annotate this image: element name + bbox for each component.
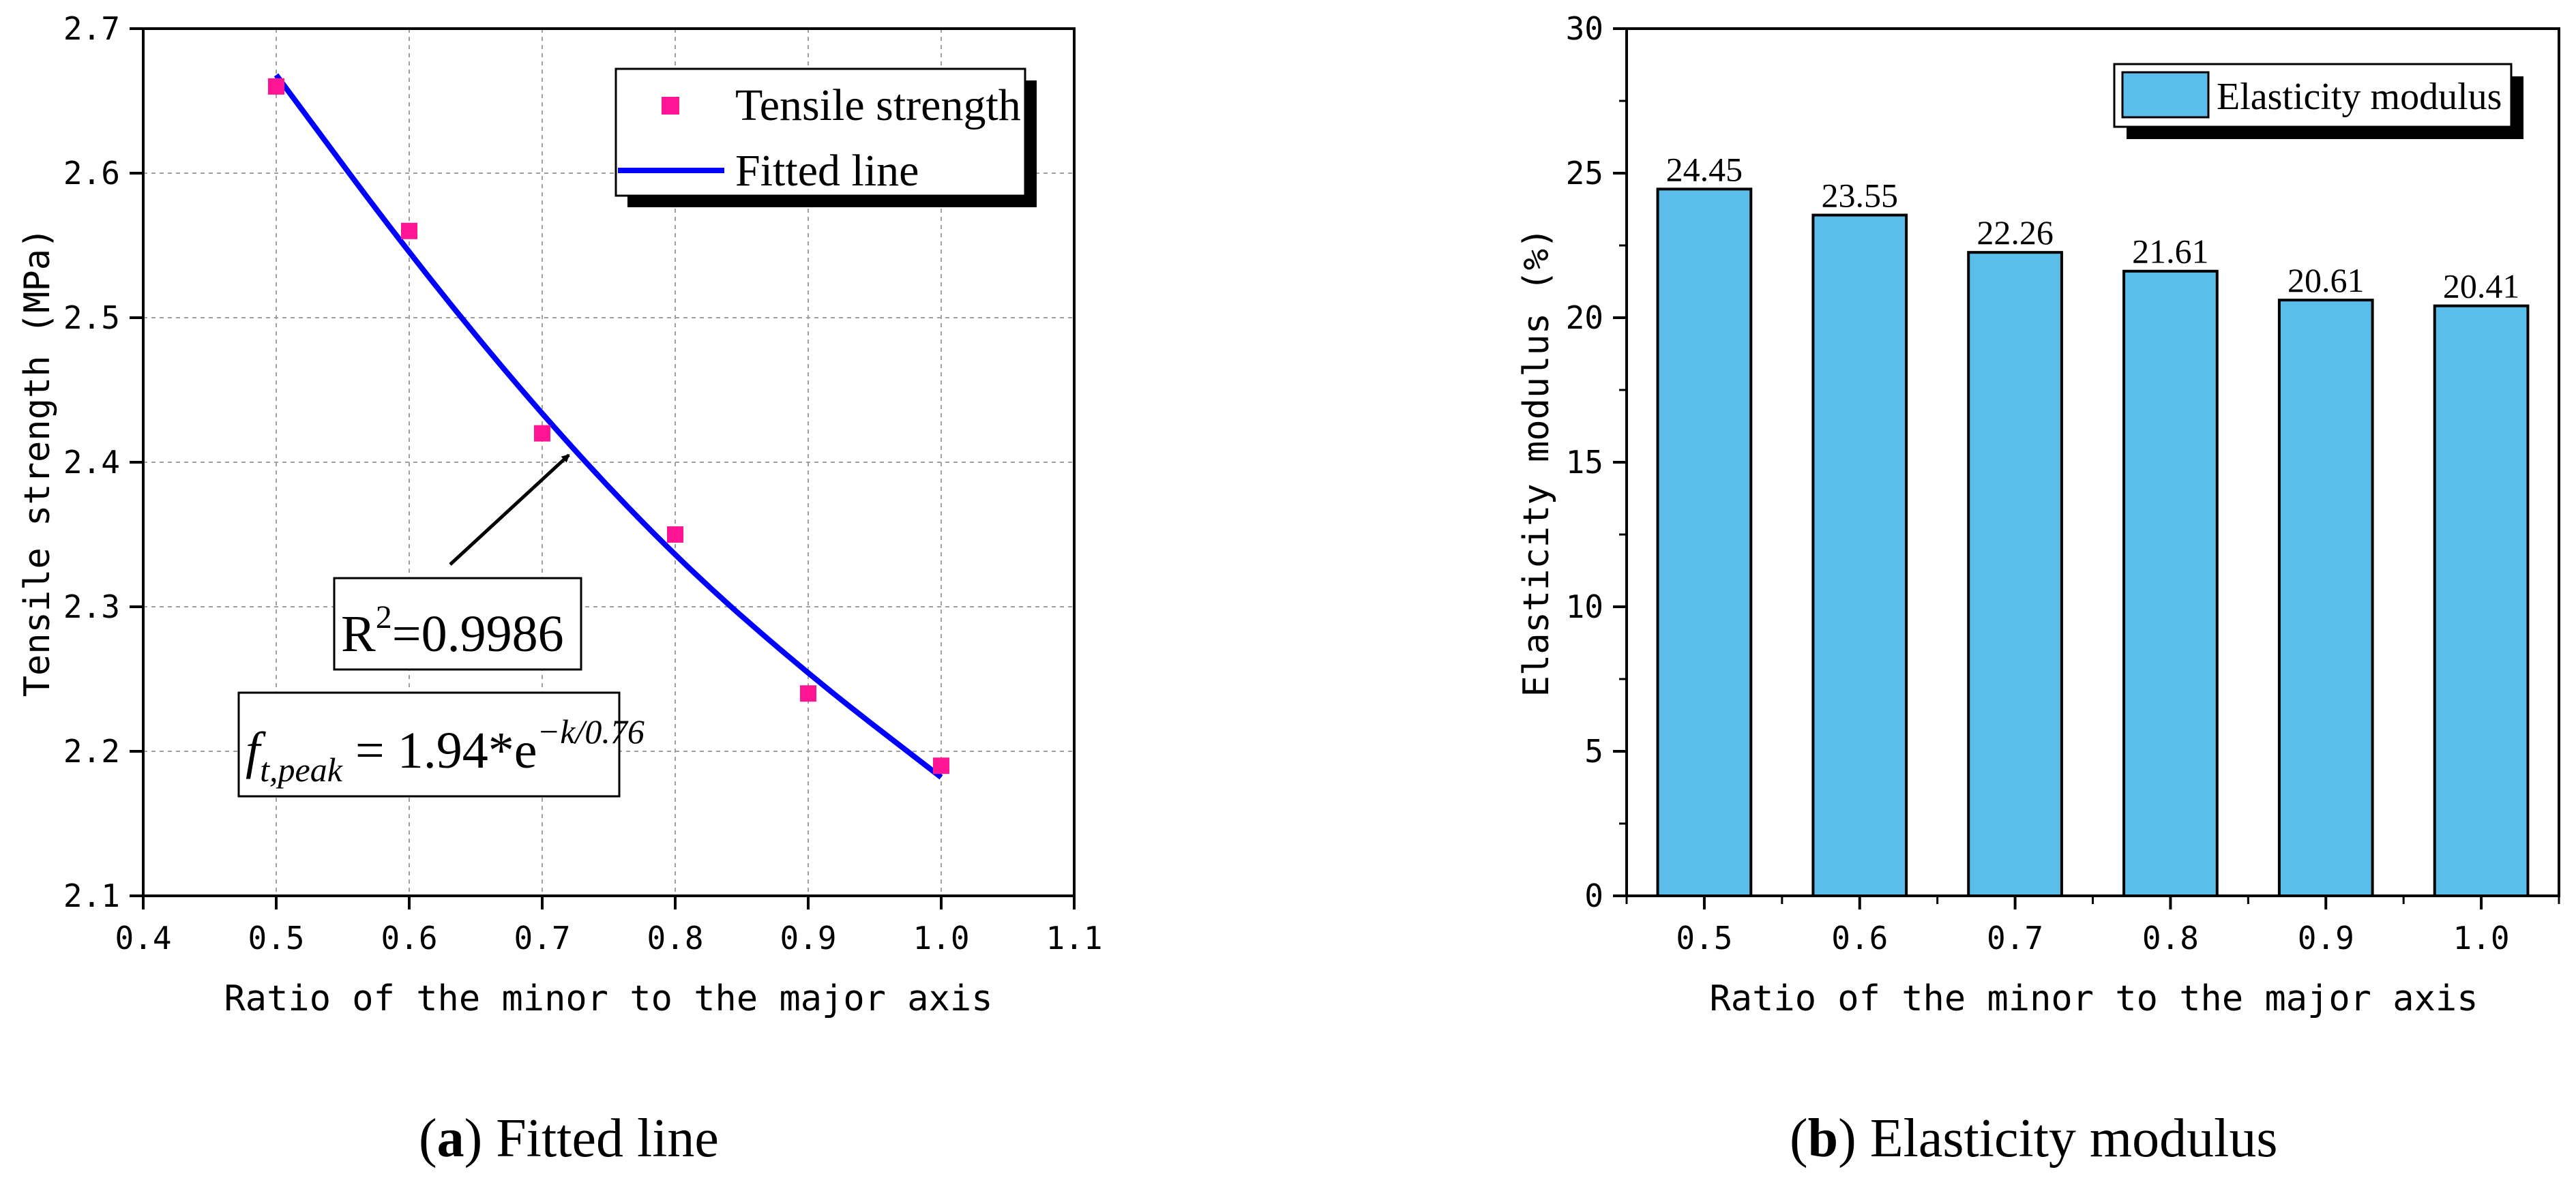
x-tick-label-a: 1.0 bbox=[913, 920, 969, 957]
bar-value-label: 24.45 bbox=[1666, 150, 1743, 188]
legend-a: Tensile strength Fitted line bbox=[615, 67, 1037, 207]
x-tick-label-b: 0.8 bbox=[2142, 920, 2199, 957]
x-tick-label-a: 0.5 bbox=[248, 920, 304, 957]
r-squared-frame bbox=[333, 577, 582, 671]
x-tick-label-b: 0.9 bbox=[2298, 920, 2354, 957]
x-tick-label-b: 0.7 bbox=[1987, 920, 2043, 957]
legend-a-box bbox=[615, 67, 1026, 197]
y-tick-label-a: 2.4 bbox=[63, 444, 120, 481]
elasticity-bar bbox=[1656, 187, 1753, 898]
x-tick-label-a: 1.1 bbox=[1046, 920, 1102, 957]
caption-b: (b) Elasticity modulus bbox=[1790, 1109, 2278, 1169]
y-axis-label-b: Elasticity modulus (%) bbox=[1516, 228, 1557, 697]
legend-marker-tensile bbox=[662, 97, 679, 115]
elasticity-bar bbox=[1811, 213, 1908, 898]
elasticity-bar bbox=[1967, 251, 2063, 897]
y-tick-label-b: 0 bbox=[1584, 877, 1603, 914]
tensile-point bbox=[800, 685, 816, 702]
elasticity-bar bbox=[2122, 269, 2219, 897]
equation-text: ft,peak = 1.94*e−k/0.76 bbox=[246, 712, 645, 789]
y-tick-label-a: 2.6 bbox=[63, 155, 120, 192]
x-tick-label-a: 0.7 bbox=[514, 920, 570, 957]
bar-value-label: 22.26 bbox=[1977, 213, 2054, 252]
caption-a: (a) Fitted line bbox=[419, 1109, 719, 1169]
tensile-strength-chart: 0.4 0.5 0.6 0.7 0.8 0.9 1.0 1.1 2.1 2.2 2.3 2.4 2.5 2… bbox=[17, 10, 1103, 1019]
x-axis-label-b: Ratio of the minor to the major axis bbox=[1709, 978, 2478, 1019]
bar-value-label: 23.55 bbox=[1822, 176, 1899, 214]
legend-label-tensile: Tensile strength bbox=[735, 80, 1021, 130]
bar-value-label: 20.61 bbox=[2288, 261, 2365, 299]
y-tick-label-b: 20 bbox=[1566, 299, 1603, 336]
x-tick-label-a: 0.4 bbox=[115, 920, 171, 957]
x-tick-label-b: 1.0 bbox=[2453, 920, 2510, 957]
bar-value-label: 21.61 bbox=[2132, 232, 2209, 271]
equation-frame bbox=[237, 691, 621, 798]
r-squared-text: R2=0.9986 bbox=[341, 599, 564, 663]
y-tick-label-a: 2.1 bbox=[63, 877, 120, 914]
ticks-b: 0.5 0.6 0.7 0.8 0.9 1.0 0 5 10 15 20 25 30 bbox=[1566, 10, 2560, 957]
x-axis-label-a: Ratio of the minor to the major axis bbox=[224, 978, 992, 1019]
x-tick-label-a: 0.8 bbox=[647, 920, 703, 957]
tensile-point bbox=[933, 757, 949, 774]
tensile-point bbox=[667, 526, 683, 543]
y-tick-label-b: 25 bbox=[1566, 155, 1603, 192]
y-tick-label-a: 2.7 bbox=[63, 10, 120, 47]
legend-label-elasticity: Elasticity modulus bbox=[2217, 76, 2502, 118]
bar-value-label: 20.41 bbox=[2443, 267, 2520, 305]
plot-frame-b bbox=[1625, 27, 2560, 897]
tensile-point bbox=[268, 78, 284, 95]
elasticity-bars: 24.45 23.55 22.26 21.61 20.61 20.41 bbox=[1656, 150, 2530, 898]
x-tick-label-a: 0.9 bbox=[780, 920, 836, 957]
y-axis-label-a: Tensile strength (MPa) bbox=[17, 228, 58, 697]
y-tick-label-a: 2.2 bbox=[63, 733, 120, 770]
elasticity-modulus-chart: 24.45 23.55 22.26 21.61 20.61 20.41 0.5 0.6 0.7… bbox=[1516, 10, 2560, 1019]
y-tick-label-b: 30 bbox=[1566, 10, 1603, 47]
legend-b: Elasticity modulus bbox=[2113, 63, 2523, 139]
equation-box: ft,peak = 1.94*e−k/0.76 bbox=[237, 691, 645, 798]
fitted-line bbox=[273, 73, 943, 780]
elasticity-bar bbox=[2277, 299, 2374, 897]
r-squared-box: R2=0.9986 bbox=[333, 577, 582, 671]
x-tick-label-a: 0.6 bbox=[381, 920, 437, 957]
tensile-points bbox=[268, 78, 949, 774]
y-tick-label-b: 15 bbox=[1566, 444, 1603, 481]
y-tick-label-b: 10 bbox=[1566, 588, 1603, 625]
x-tick-label-b: 0.5 bbox=[1676, 920, 1732, 957]
tensile-point bbox=[401, 222, 417, 239]
tensile-point bbox=[534, 425, 550, 442]
ticks-a: 0.4 0.5 0.6 0.7 0.8 0.9 1.0 1.1 2.1 2.2 2.3 2.4 2.5 2… bbox=[63, 10, 1103, 957]
legend-label-fitted: Fitted line bbox=[735, 146, 919, 196]
elasticity-bar bbox=[2433, 304, 2530, 897]
y-tick-label-a: 2.3 bbox=[63, 588, 120, 625]
x-tick-label-b: 0.6 bbox=[1831, 920, 1888, 957]
annotation-arrow bbox=[449, 453, 570, 566]
legend-swatch-elasticity bbox=[2121, 71, 2210, 119]
y-tick-label-b: 5 bbox=[1584, 733, 1603, 770]
y-tick-label-a: 2.5 bbox=[63, 299, 120, 336]
